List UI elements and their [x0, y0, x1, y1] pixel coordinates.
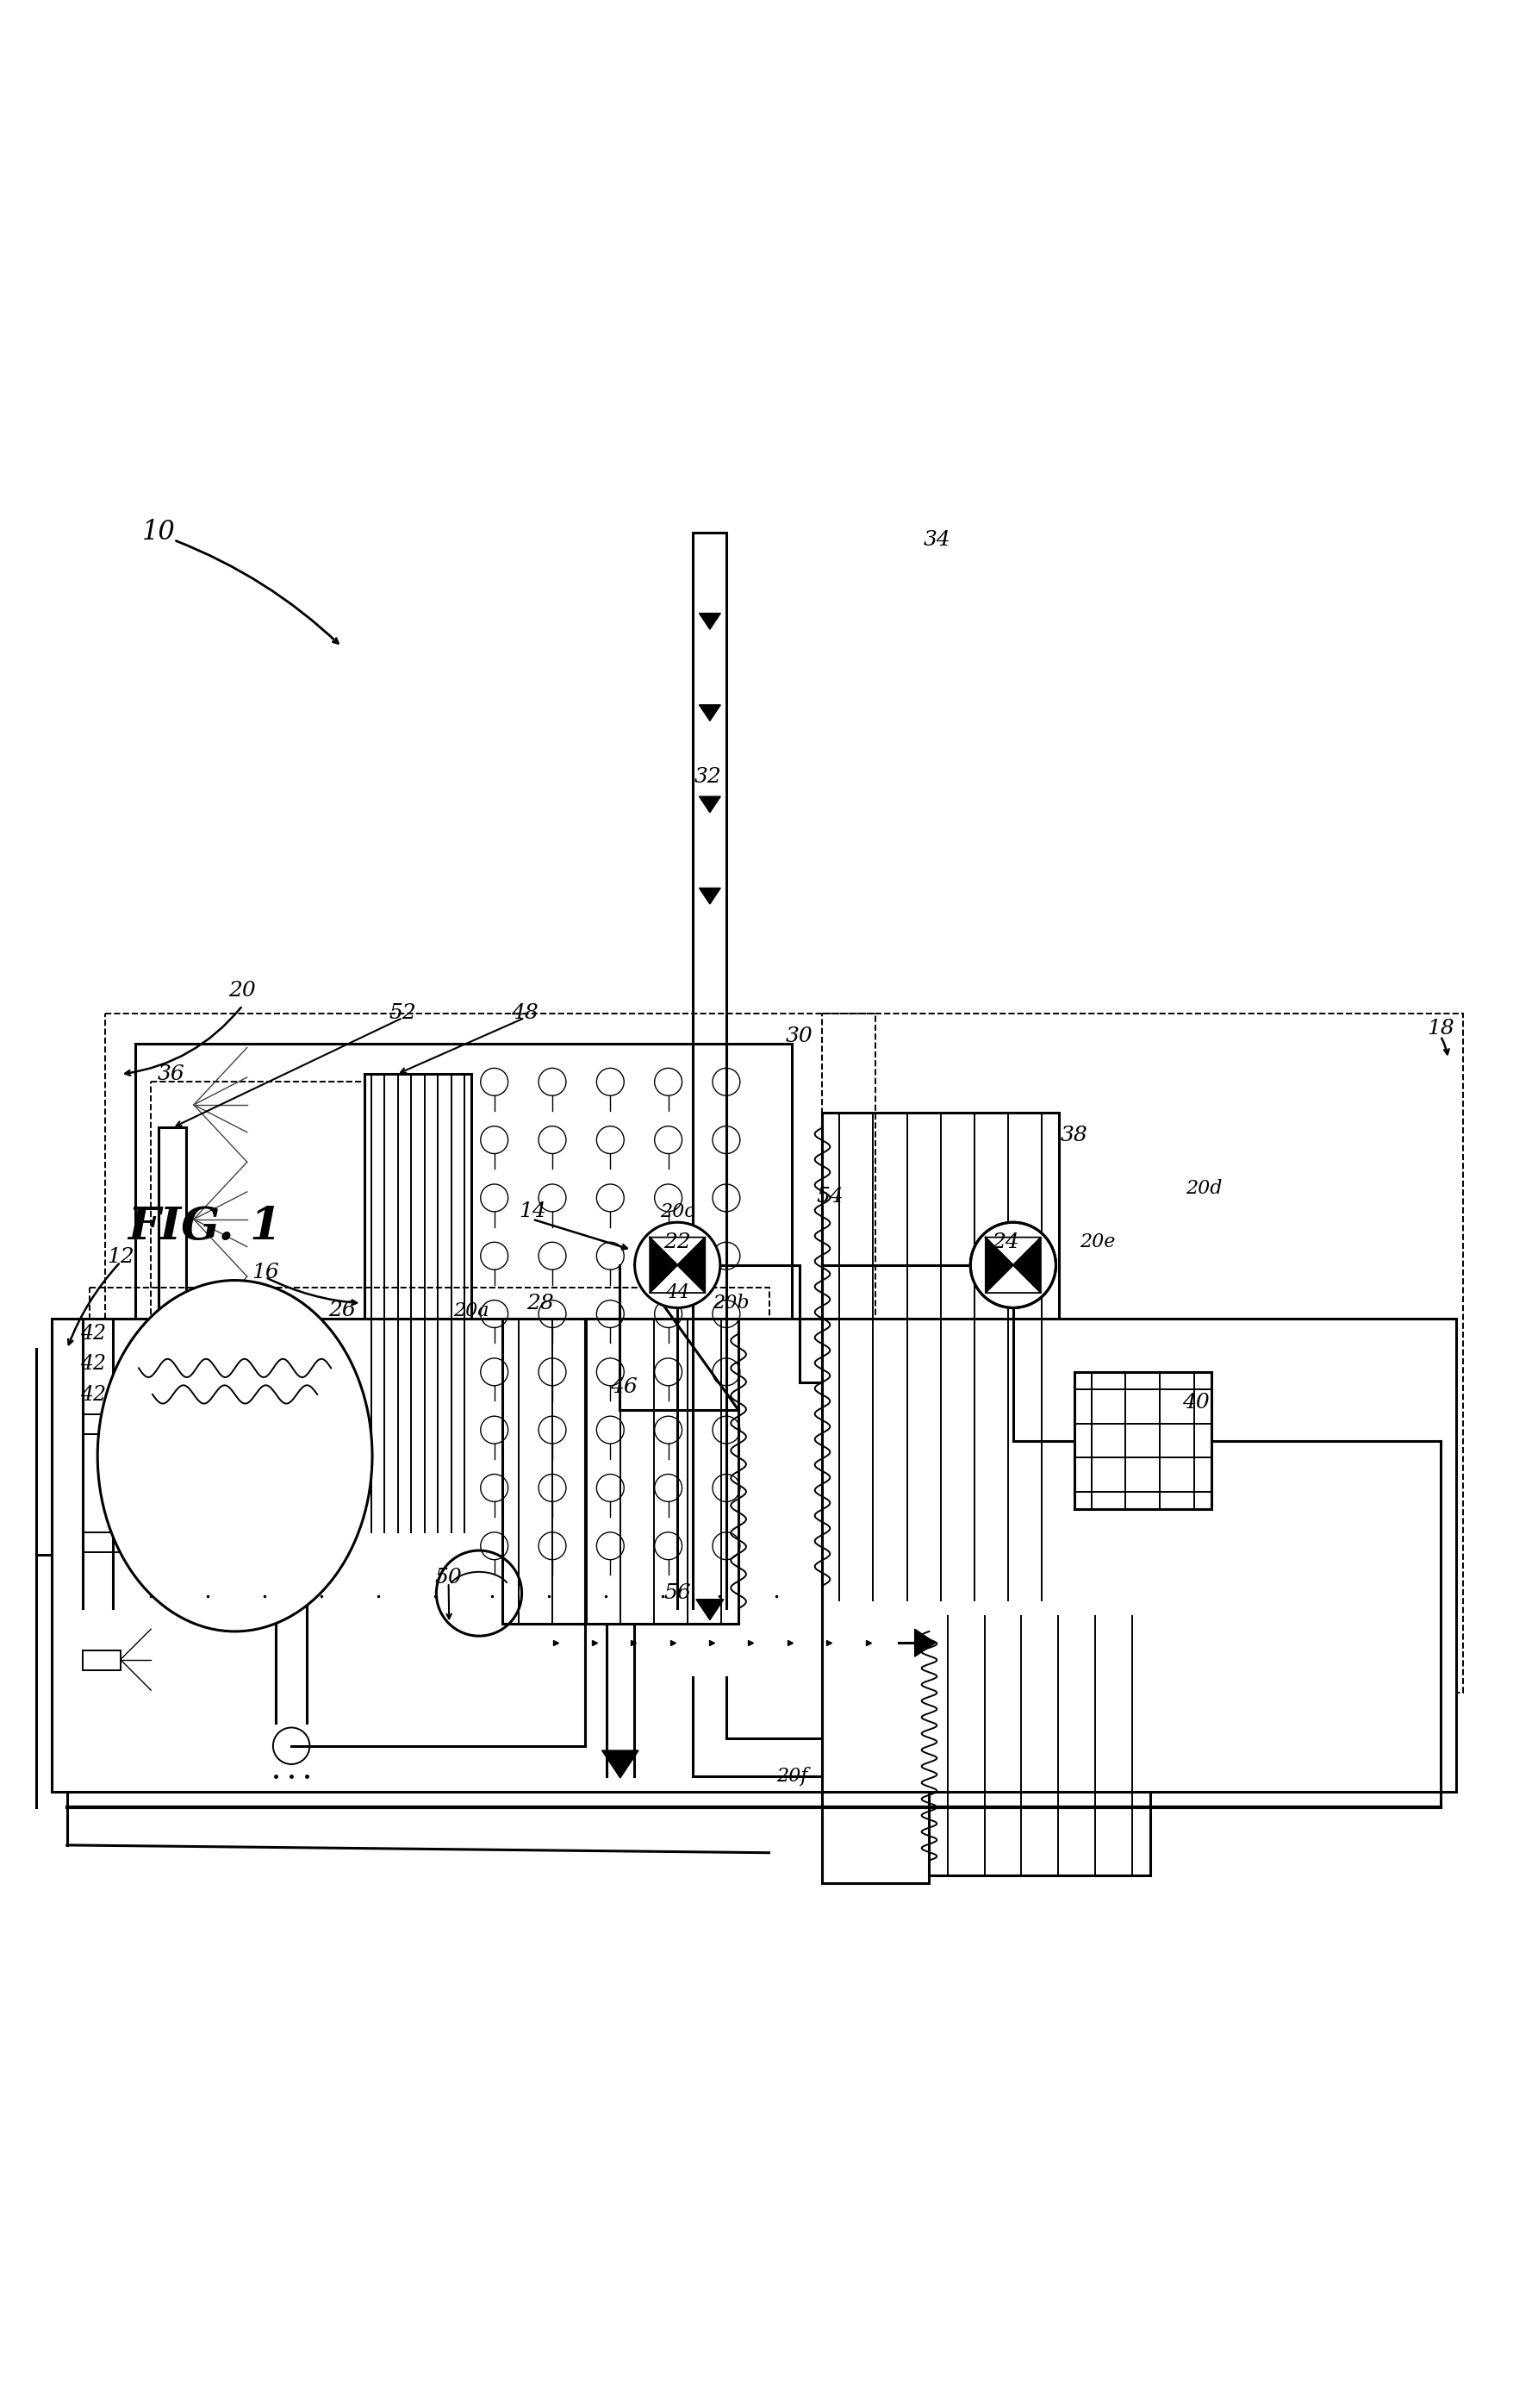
Ellipse shape: [97, 1281, 372, 1630]
Text: 30: 30: [786, 1026, 814, 1045]
Bar: [501, 1320, 738, 1623]
Polygon shape: [915, 1630, 935, 1657]
Text: 20d: 20d: [1186, 1180, 1223, 1199]
Text: 20e: 20e: [1080, 1233, 1115, 1252]
Bar: [158, 1127, 186, 1517]
Bar: [83, 1531, 120, 1553]
Text: 26: 26: [328, 1300, 355, 1320]
Bar: [135, 1043, 792, 1609]
Text: 36: 36: [157, 1064, 185, 1084]
Text: 20a: 20a: [454, 1300, 489, 1320]
Text: 40: 40: [1183, 1392, 1210, 1413]
Text: 16: 16: [252, 1262, 278, 1283]
Text: 34: 34: [923, 530, 950, 549]
Text: 20c: 20c: [660, 1202, 695, 1221]
Bar: [151, 1081, 472, 1570]
Bar: [524, 1609, 898, 1678]
Polygon shape: [700, 614, 720, 628]
Polygon shape: [601, 1751, 638, 1777]
Bar: [89, 1288, 769, 1654]
Bar: [365, 1074, 472, 1531]
Text: 56: 56: [664, 1584, 691, 1604]
Text: 20: 20: [229, 980, 257, 999]
Text: 46: 46: [611, 1377, 638, 1397]
Bar: [694, 1739, 772, 1777]
Text: 20f: 20f: [777, 1767, 807, 1787]
Text: 50: 50: [435, 1568, 463, 1587]
Bar: [83, 1649, 120, 1671]
Bar: [83, 1413, 120, 1433]
Text: 44: 44: [666, 1283, 689, 1303]
Text: 42: 42: [80, 1353, 106, 1375]
Polygon shape: [1014, 1238, 1041, 1293]
Polygon shape: [700, 889, 720, 903]
Polygon shape: [697, 1599, 723, 1621]
Text: 54: 54: [817, 1187, 844, 1206]
Circle shape: [635, 1223, 720, 1308]
Text: 18: 18: [1427, 1019, 1453, 1038]
Polygon shape: [986, 1238, 1014, 1293]
Polygon shape: [649, 1238, 677, 1293]
Text: 48: 48: [511, 1004, 538, 1023]
Bar: [823, 1014, 1463, 1693]
Text: 22: 22: [664, 1233, 691, 1252]
Polygon shape: [677, 1238, 706, 1293]
Polygon shape: [700, 797, 720, 811]
Text: 52: 52: [389, 1004, 417, 1023]
Bar: [823, 1112, 1060, 1601]
Text: 42: 42: [80, 1385, 106, 1404]
Bar: [52, 1320, 1455, 1792]
Bar: [105, 1014, 875, 1640]
Text: 14: 14: [518, 1202, 546, 1221]
Text: 32: 32: [694, 766, 721, 787]
Polygon shape: [700, 706, 720, 720]
Bar: [1074, 1373, 1212, 1510]
Text: 42: 42: [80, 1324, 106, 1344]
Text: 28: 28: [526, 1293, 554, 1312]
Text: 12: 12: [106, 1247, 134, 1267]
Text: 24: 24: [992, 1233, 1020, 1252]
Text: FIG. 1: FIG. 1: [128, 1204, 281, 1250]
Text: 10: 10: [141, 520, 175, 547]
Circle shape: [970, 1223, 1057, 1308]
Text: 38: 38: [1061, 1125, 1087, 1146]
Bar: [929, 1616, 1150, 1876]
Text: 20b: 20b: [712, 1293, 749, 1312]
